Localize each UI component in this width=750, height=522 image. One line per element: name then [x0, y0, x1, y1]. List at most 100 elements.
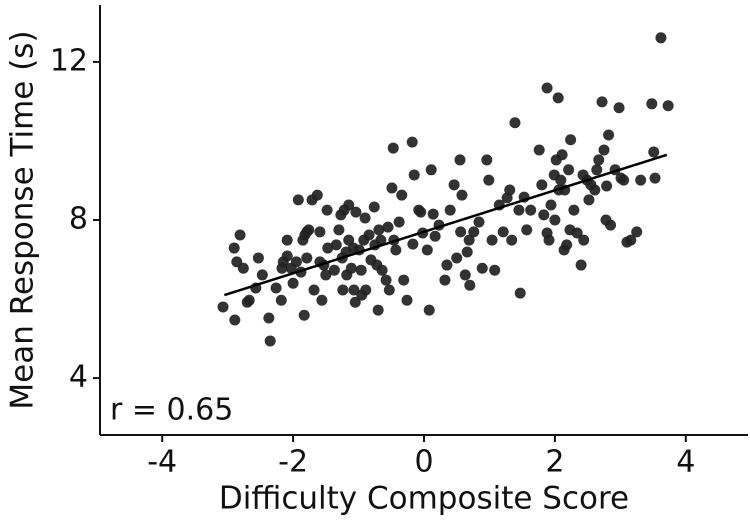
- point: [290, 256, 302, 268]
- point: [461, 246, 473, 258]
- point: [228, 242, 240, 254]
- point: [514, 287, 526, 299]
- point: [368, 201, 380, 213]
- point: [439, 274, 451, 286]
- point: [444, 204, 456, 216]
- point: [473, 216, 485, 228]
- point: [322, 242, 334, 254]
- point: [348, 284, 360, 296]
- point: [382, 221, 394, 233]
- x-tick-label: -2: [278, 445, 308, 480]
- point: [578, 234, 590, 246]
- point: [464, 279, 476, 291]
- point: [481, 154, 493, 166]
- point: [303, 224, 315, 236]
- point: [596, 96, 608, 108]
- point: [649, 172, 661, 184]
- point: [407, 238, 419, 250]
- point: [237, 262, 249, 274]
- point: [359, 212, 371, 224]
- point: [243, 294, 255, 306]
- point: [556, 149, 568, 161]
- point: [593, 154, 605, 166]
- point: [372, 304, 384, 316]
- point: [591, 164, 603, 176]
- point: [421, 244, 433, 256]
- point: [270, 282, 282, 294]
- point: [401, 294, 413, 306]
- point: [618, 174, 630, 186]
- annotation: r = 0.65: [110, 393, 233, 428]
- point: [396, 189, 408, 201]
- point: [345, 262, 357, 274]
- point: [589, 184, 601, 196]
- point: [631, 226, 643, 238]
- point: [635, 174, 647, 186]
- point: [662, 100, 674, 112]
- point: [423, 304, 435, 316]
- point: [563, 164, 575, 176]
- point: [217, 301, 229, 313]
- y-tick-label: 12: [50, 43, 88, 78]
- point: [343, 199, 355, 211]
- point: [376, 264, 388, 276]
- point: [406, 136, 418, 148]
- point: [328, 264, 340, 276]
- point: [545, 199, 557, 211]
- point: [308, 284, 320, 296]
- point: [441, 259, 453, 271]
- point: [298, 309, 310, 321]
- point: [393, 216, 405, 228]
- point: [287, 277, 299, 289]
- point: [536, 179, 548, 191]
- point: [276, 262, 288, 274]
- point: [355, 264, 367, 276]
- point: [598, 144, 610, 156]
- point: [549, 214, 561, 226]
- fit-line: [223, 153, 668, 297]
- y-tick-label: 8: [69, 202, 88, 237]
- point: [509, 117, 521, 129]
- point: [408, 169, 420, 181]
- y-tick-label: 4: [69, 360, 88, 395]
- point: [281, 250, 293, 262]
- x-tick-label: 4: [676, 445, 695, 480]
- point: [655, 32, 667, 44]
- point: [571, 227, 583, 239]
- point: [415, 206, 427, 218]
- point: [301, 252, 313, 264]
- point: [263, 312, 275, 324]
- point: [603, 129, 615, 141]
- point: [552, 92, 564, 104]
- point: [333, 224, 345, 236]
- point: [229, 314, 241, 326]
- x-tick-label: 0: [414, 445, 433, 480]
- point: [538, 209, 550, 221]
- point: [390, 244, 402, 256]
- point: [613, 102, 625, 114]
- x-axis-title: Difficulty Composite Score: [219, 481, 629, 517]
- point: [625, 234, 637, 246]
- point: [349, 296, 361, 308]
- point: [525, 204, 537, 216]
- point: [648, 146, 660, 158]
- point: [380, 274, 392, 286]
- point: [646, 98, 658, 110]
- point: [575, 259, 587, 271]
- point: [497, 226, 509, 238]
- point: [568, 204, 580, 216]
- point: [311, 189, 323, 201]
- point: [476, 262, 488, 274]
- point: [541, 82, 553, 94]
- point: [383, 284, 395, 296]
- point: [281, 234, 293, 246]
- point: [543, 234, 555, 246]
- point: [468, 226, 480, 238]
- point: [601, 180, 613, 192]
- point: [504, 184, 516, 196]
- y-axis-title: Mean Response Time (s): [5, 30, 41, 409]
- point: [565, 134, 577, 146]
- point: [360, 284, 372, 296]
- point: [427, 208, 439, 220]
